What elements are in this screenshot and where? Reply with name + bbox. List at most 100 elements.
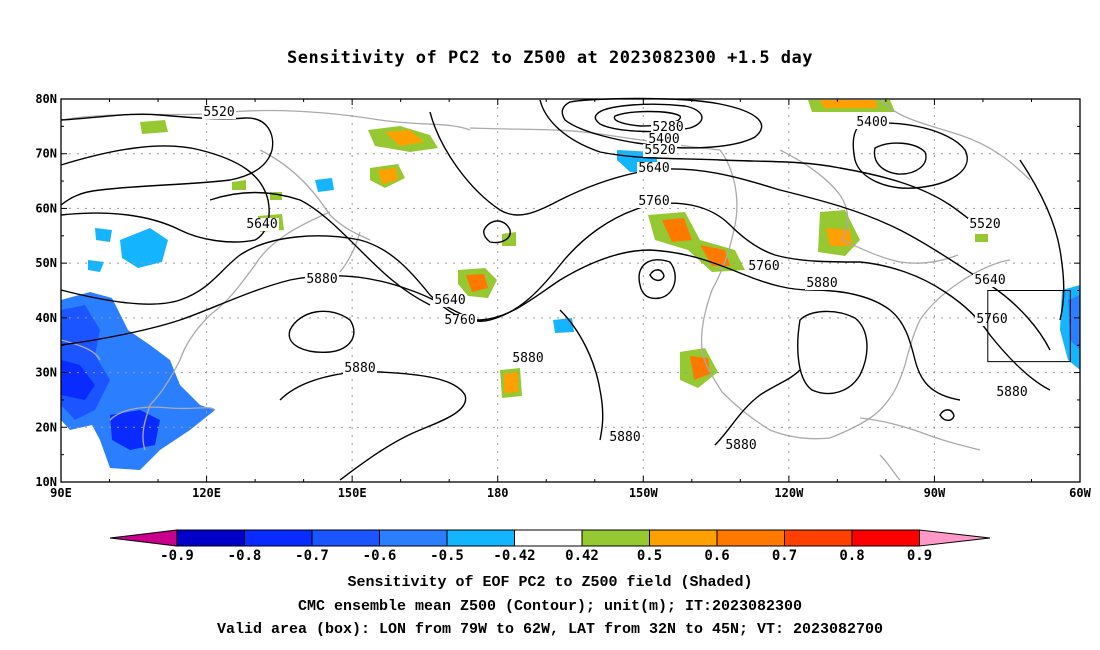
colorbar-swatch [379,529,448,547]
colorbar-label: 0.42 [565,548,599,564]
colorbar-label: 0.7 [772,548,797,564]
contour-5880 [60,249,961,401]
contour-label: 5880 [806,276,837,291]
colorbar-label: -0.42 [493,548,535,564]
plot-frame [60,98,1081,483]
lon-label: 180 [487,486,509,500]
lat-label: 50N [35,256,57,270]
contour-5520 [539,99,986,231]
contour-5760 [649,269,665,282]
lat-label: 10N [35,475,57,489]
colorbar-label: -0.9 [160,548,194,564]
negative-sensitivity-area [95,228,112,242]
contour-5760 [483,220,511,244]
contour-label-bg [805,277,839,290]
lat-label: 60N [35,201,57,215]
positive-sensitivity-core [385,130,424,146]
map-gridlines [61,99,1081,482]
colorbar-swatch [244,529,313,547]
positive-sensitivity-core [378,168,398,184]
lat-label: 40N [35,311,57,325]
contour-label-bg [968,218,1002,231]
contour-label-bg [637,162,671,175]
contour-5880 [288,310,355,353]
contour-5760 [939,409,955,422]
negative-sensitivity-core [61,360,95,400]
contour-5880 [797,310,868,395]
contour-label: 5640 [246,217,277,232]
contour-label: 5520 [969,217,1000,232]
colorbar: -0.9 -0.8 -0.7 -0.6 -0.5 -0.42 0.42 0.5 0.6 0.7 0.… [109,529,991,564]
colorbar-high-arrow [919,529,991,547]
contour-label: 5400 [648,132,679,147]
contour-label: 5640 [638,161,669,176]
contour-5400 [873,142,927,175]
colorbar-label: 0.9 [907,548,932,564]
negative-sensitivity-area [61,292,215,470]
lat-label: 80N [35,92,57,106]
contour-label-bg [643,144,677,157]
lat-label: 70N [35,147,57,161]
colorbar-label: -0.6 [363,548,397,564]
positive-sensitivity-core [820,100,878,108]
contour-label-bg [511,352,545,365]
contour-5640 [429,111,1051,351]
contour-label: 5880 [996,385,1027,400]
colorbar-label: -0.8 [228,548,262,564]
axis-ticks [60,98,1081,483]
colorbar-swatch [649,529,718,547]
colorbar-swatch [716,529,785,547]
lat-label: 20N [35,420,57,434]
contour-labels: 5520528054005520564054005640576055205880… [202,105,1029,453]
contour-label: 5880 [609,430,640,445]
positive-sensitivity-area [232,180,246,190]
lon-label: 60W [1069,486,1091,500]
contour-label-bg [855,116,889,129]
contour-label-bg [202,106,236,119]
colorbar-label: -0.7 [295,548,329,564]
caption-contour: CMC ensemble mean Z500 (Contour); unit(m… [297,598,803,615]
negative-sensitivity-area [88,260,104,272]
contour-label: 5760 [444,313,475,328]
chart-title: Sensitivity of PC2 to Z500 at 2023082300… [286,48,813,68]
contour-5640 [1019,159,1065,321]
coastlines [60,99,1031,481]
contour-label: 5520 [203,105,234,120]
contour-label-bg [647,133,681,146]
contour-label-bg [995,386,1029,399]
contour-label-bg [975,313,1009,326]
contour-5880 [559,309,604,441]
contour-5880 [714,369,801,446]
lat-label: 30N [35,366,57,380]
colorbar-label: 0.8 [839,548,864,564]
contour-label: 5880 [344,361,375,376]
contour-label: 5760 [638,194,669,209]
contour-5520 [60,113,274,206]
positive-sensitivity-core [662,218,692,242]
lon-label: 120W [774,486,804,500]
longitude-axis: 90E 120E 150E 180 150W 120W 90W 60W [50,486,1091,500]
contour-label: 5880 [306,272,337,287]
contour-5760 [638,259,676,300]
positive-sensitivity-area [140,120,168,134]
contour-label-bg [433,294,467,307]
negative-sensitivity-core [110,410,160,450]
colorbar-low-arrow [109,529,178,547]
caption-valid-area: Valid area (box): LON from 79W to 62W, L… [216,621,884,638]
contour-label: 5880 [512,351,543,366]
positive-sensitivity-core [466,274,488,292]
caption-shading: Sensitivity of EOF PC2 to Z500 field (Sh… [347,574,753,591]
contour-label: 5520 [644,143,675,158]
contour-label-bg [305,273,339,286]
colorbar-label: -0.5 [430,548,464,564]
contour-5640 [209,191,431,306]
lon-label: 90E [50,486,72,500]
positive-sensitivity-area [502,232,516,246]
colorbar-swatch [851,529,920,547]
contour-label: 5880 [725,438,756,453]
negative-sensitivity-area [553,318,574,333]
contour-5400 [852,122,968,189]
contour-label: 5640 [434,293,465,308]
colorbar-label: 0.5 [637,548,662,564]
